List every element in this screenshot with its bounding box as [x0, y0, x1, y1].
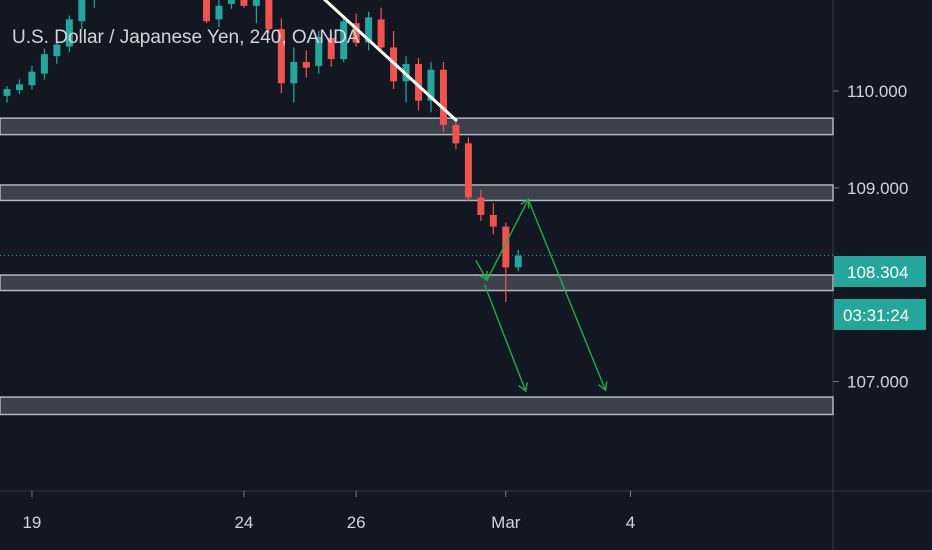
candle	[252, 0, 260, 24]
candle	[290, 47, 298, 103]
candle-body	[203, 0, 211, 22]
price-tick-label: 110.000	[847, 82, 907, 101]
time-axis[interactable]: 19 24 26 Mar 4	[22, 491, 635, 532]
candle	[464, 137, 472, 202]
candle-body	[53, 44, 61, 57]
candle-body	[377, 19, 385, 48]
projection-path-2	[483, 284, 528, 393]
projection-arrowhead	[598, 381, 608, 392]
candlesticks	[3, 0, 522, 303]
candle	[215, 0, 223, 28]
candle	[265, 0, 273, 33]
candle	[78, 0, 86, 30]
zone-3	[0, 274, 834, 292]
projection-line	[475, 197, 607, 391]
candle-body	[3, 89, 11, 96]
candle	[3, 86, 11, 103]
candle	[15, 79, 23, 94]
candle	[340, 15, 348, 62]
zone-2	[0, 184, 834, 202]
candle	[452, 118, 460, 150]
current-price-label: 108.304	[847, 263, 908, 282]
zone-1	[0, 117, 834, 136]
candle	[203, 0, 211, 24]
candle-body	[514, 255, 522, 268]
candle-body	[277, 29, 285, 84]
current-price-badge-bg	[834, 256, 926, 287]
countdown-badge-bg	[834, 299, 926, 330]
candle-body	[439, 69, 447, 125]
price-tick-label: 109.000	[847, 179, 908, 198]
candle-body	[78, 0, 86, 22]
candle	[477, 189, 485, 221]
candle	[227, 0, 235, 9]
candle-body	[265, 0, 273, 30]
candle-body	[302, 61, 310, 68]
candle	[53, 37, 61, 64]
price-axis[interactable]: 110.000 109.000 107.000	[833, 82, 908, 392]
projection-arrowhead	[520, 198, 530, 209]
trendline-group	[322, 0, 458, 122]
candle-body	[240, 0, 248, 6]
candle-body	[452, 124, 460, 144]
projection-arrowhead	[518, 382, 528, 393]
chart-title: U.S. Dollar / Japanese Yen, 240, OANDA	[12, 27, 360, 48]
candle-body	[340, 21, 348, 60]
candle-body	[427, 69, 435, 101]
candle	[315, 30, 323, 74]
candle-body	[464, 143, 472, 198]
time-tick-label: 26	[347, 513, 366, 532]
candle-body	[315, 36, 323, 66]
price-tick-label: 107.000	[847, 373, 908, 392]
candle-body	[227, 0, 235, 4]
candle	[427, 61, 435, 113]
candle-body	[290, 61, 298, 84]
candle-body	[40, 54, 48, 74]
time-tick-label: Mar	[491, 513, 521, 532]
projection-arrows	[475, 197, 608, 393]
time-tick-label: 24	[234, 513, 253, 532]
resistance-trendline	[322, 0, 458, 122]
candle-body	[415, 63, 423, 101]
countdown-label: 03:31:24	[843, 306, 909, 325]
current-price-badge: 108.304 03:31:24	[834, 256, 926, 330]
candle-body	[502, 226, 510, 268]
projection-path-1	[475, 197, 608, 392]
time-tick-label: 4	[626, 513, 635, 532]
candle-body	[15, 84, 23, 91]
candle	[439, 61, 447, 132]
candle-body	[352, 23, 360, 43]
candle	[277, 18, 285, 93]
time-tick-label: 19	[22, 513, 41, 532]
candle	[489, 203, 497, 235]
projection-line	[483, 284, 527, 392]
candle	[40, 48, 48, 80]
candle	[65, 15, 73, 53]
candle	[93, 0, 95, 8]
candle-body	[365, 17, 373, 43]
support-resistance-zones	[0, 117, 834, 416]
candle	[377, 7, 385, 53]
candle	[302, 50, 310, 78]
candle-body	[489, 214, 497, 227]
candle-body	[252, 0, 260, 6]
candle	[514, 249, 522, 272]
candle	[502, 222, 510, 303]
candle-body	[65, 19, 73, 47]
candle-body	[28, 71, 36, 86]
candle	[365, 11, 373, 51]
projection-arrowhead	[478, 270, 488, 282]
candle	[28, 65, 36, 90]
candle-body	[477, 197, 485, 215]
candle-body	[215, 5, 223, 20]
candle	[240, 0, 248, 8]
zone-4	[0, 396, 834, 416]
candle-body	[327, 37, 335, 60]
candle	[327, 32, 335, 67]
